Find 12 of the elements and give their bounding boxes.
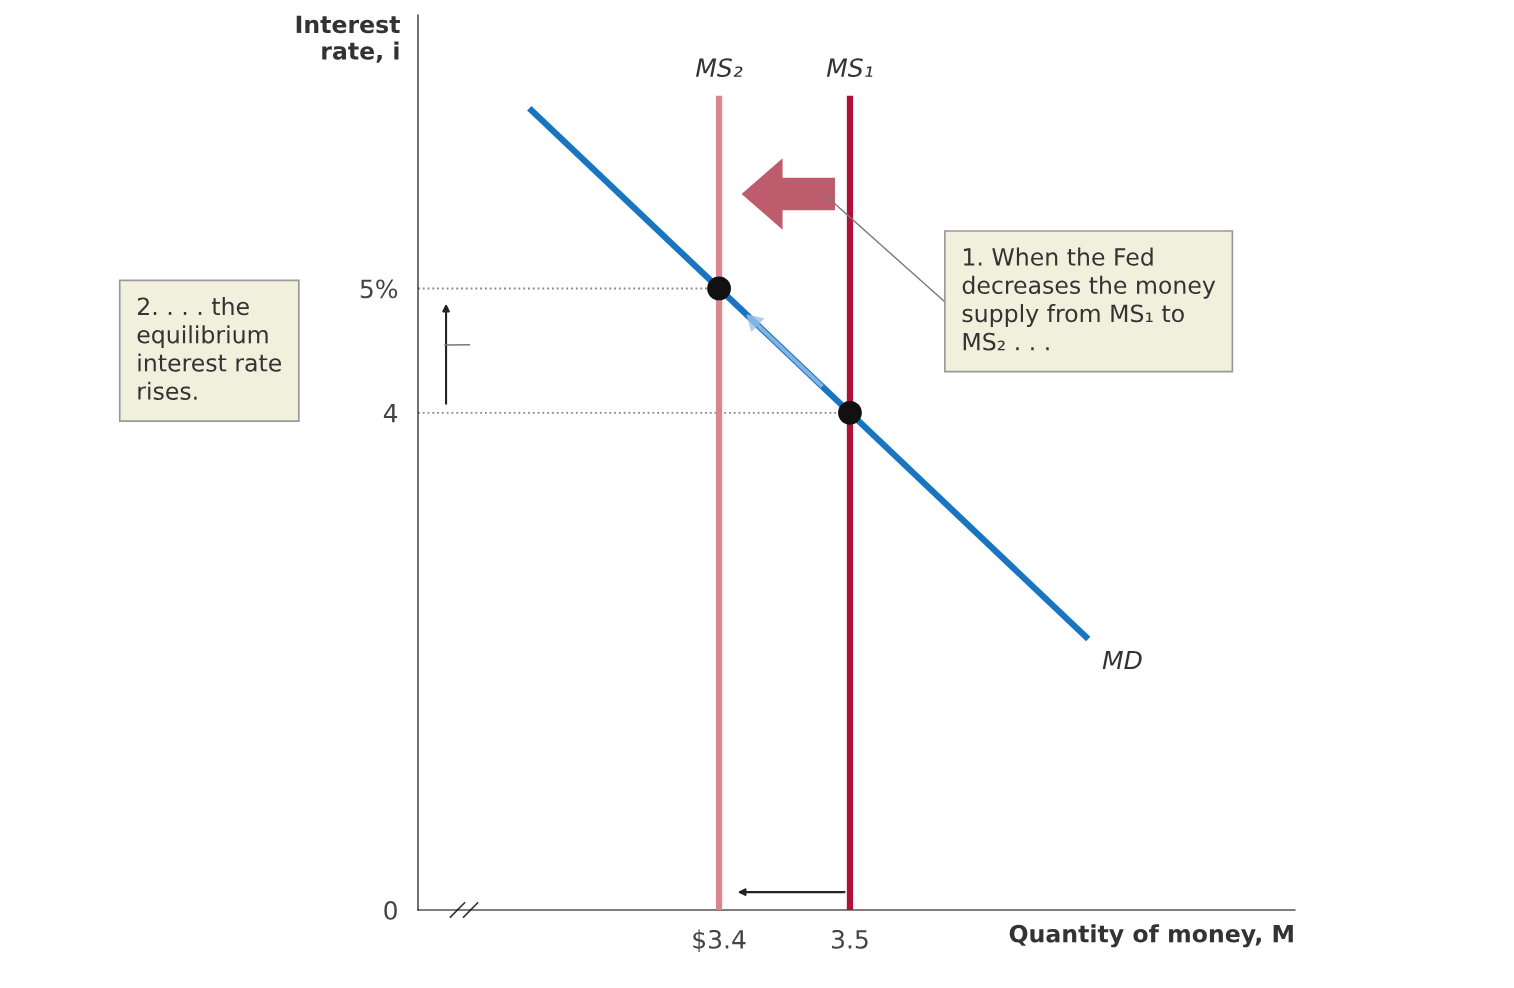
series-label: MS₂ — [696, 58, 743, 78]
series-label: MD — [1102, 650, 1142, 670]
y-tick-label: 0 — [384, 900, 397, 920]
series-label: MS₁ — [826, 58, 873, 78]
x-tick-label: 3.5 — [831, 929, 868, 949]
y-tick-label: 5% — [360, 279, 398, 299]
text: 2. . . . the equilibrium interest rate rises. — [137, 296, 282, 400]
y-axis-title: Interest rate, i — [296, 15, 400, 63]
x-tick-label: $3.4 — [693, 929, 746, 953]
y-tick-label: 4 — [383, 404, 398, 423]
x-axis-title: Quantity of money, M — [1009, 924, 1293, 948]
annotation: 1. When the Fed decreases the money supply from MS₁ to MS₂ . . . — [962, 247, 1216, 351]
